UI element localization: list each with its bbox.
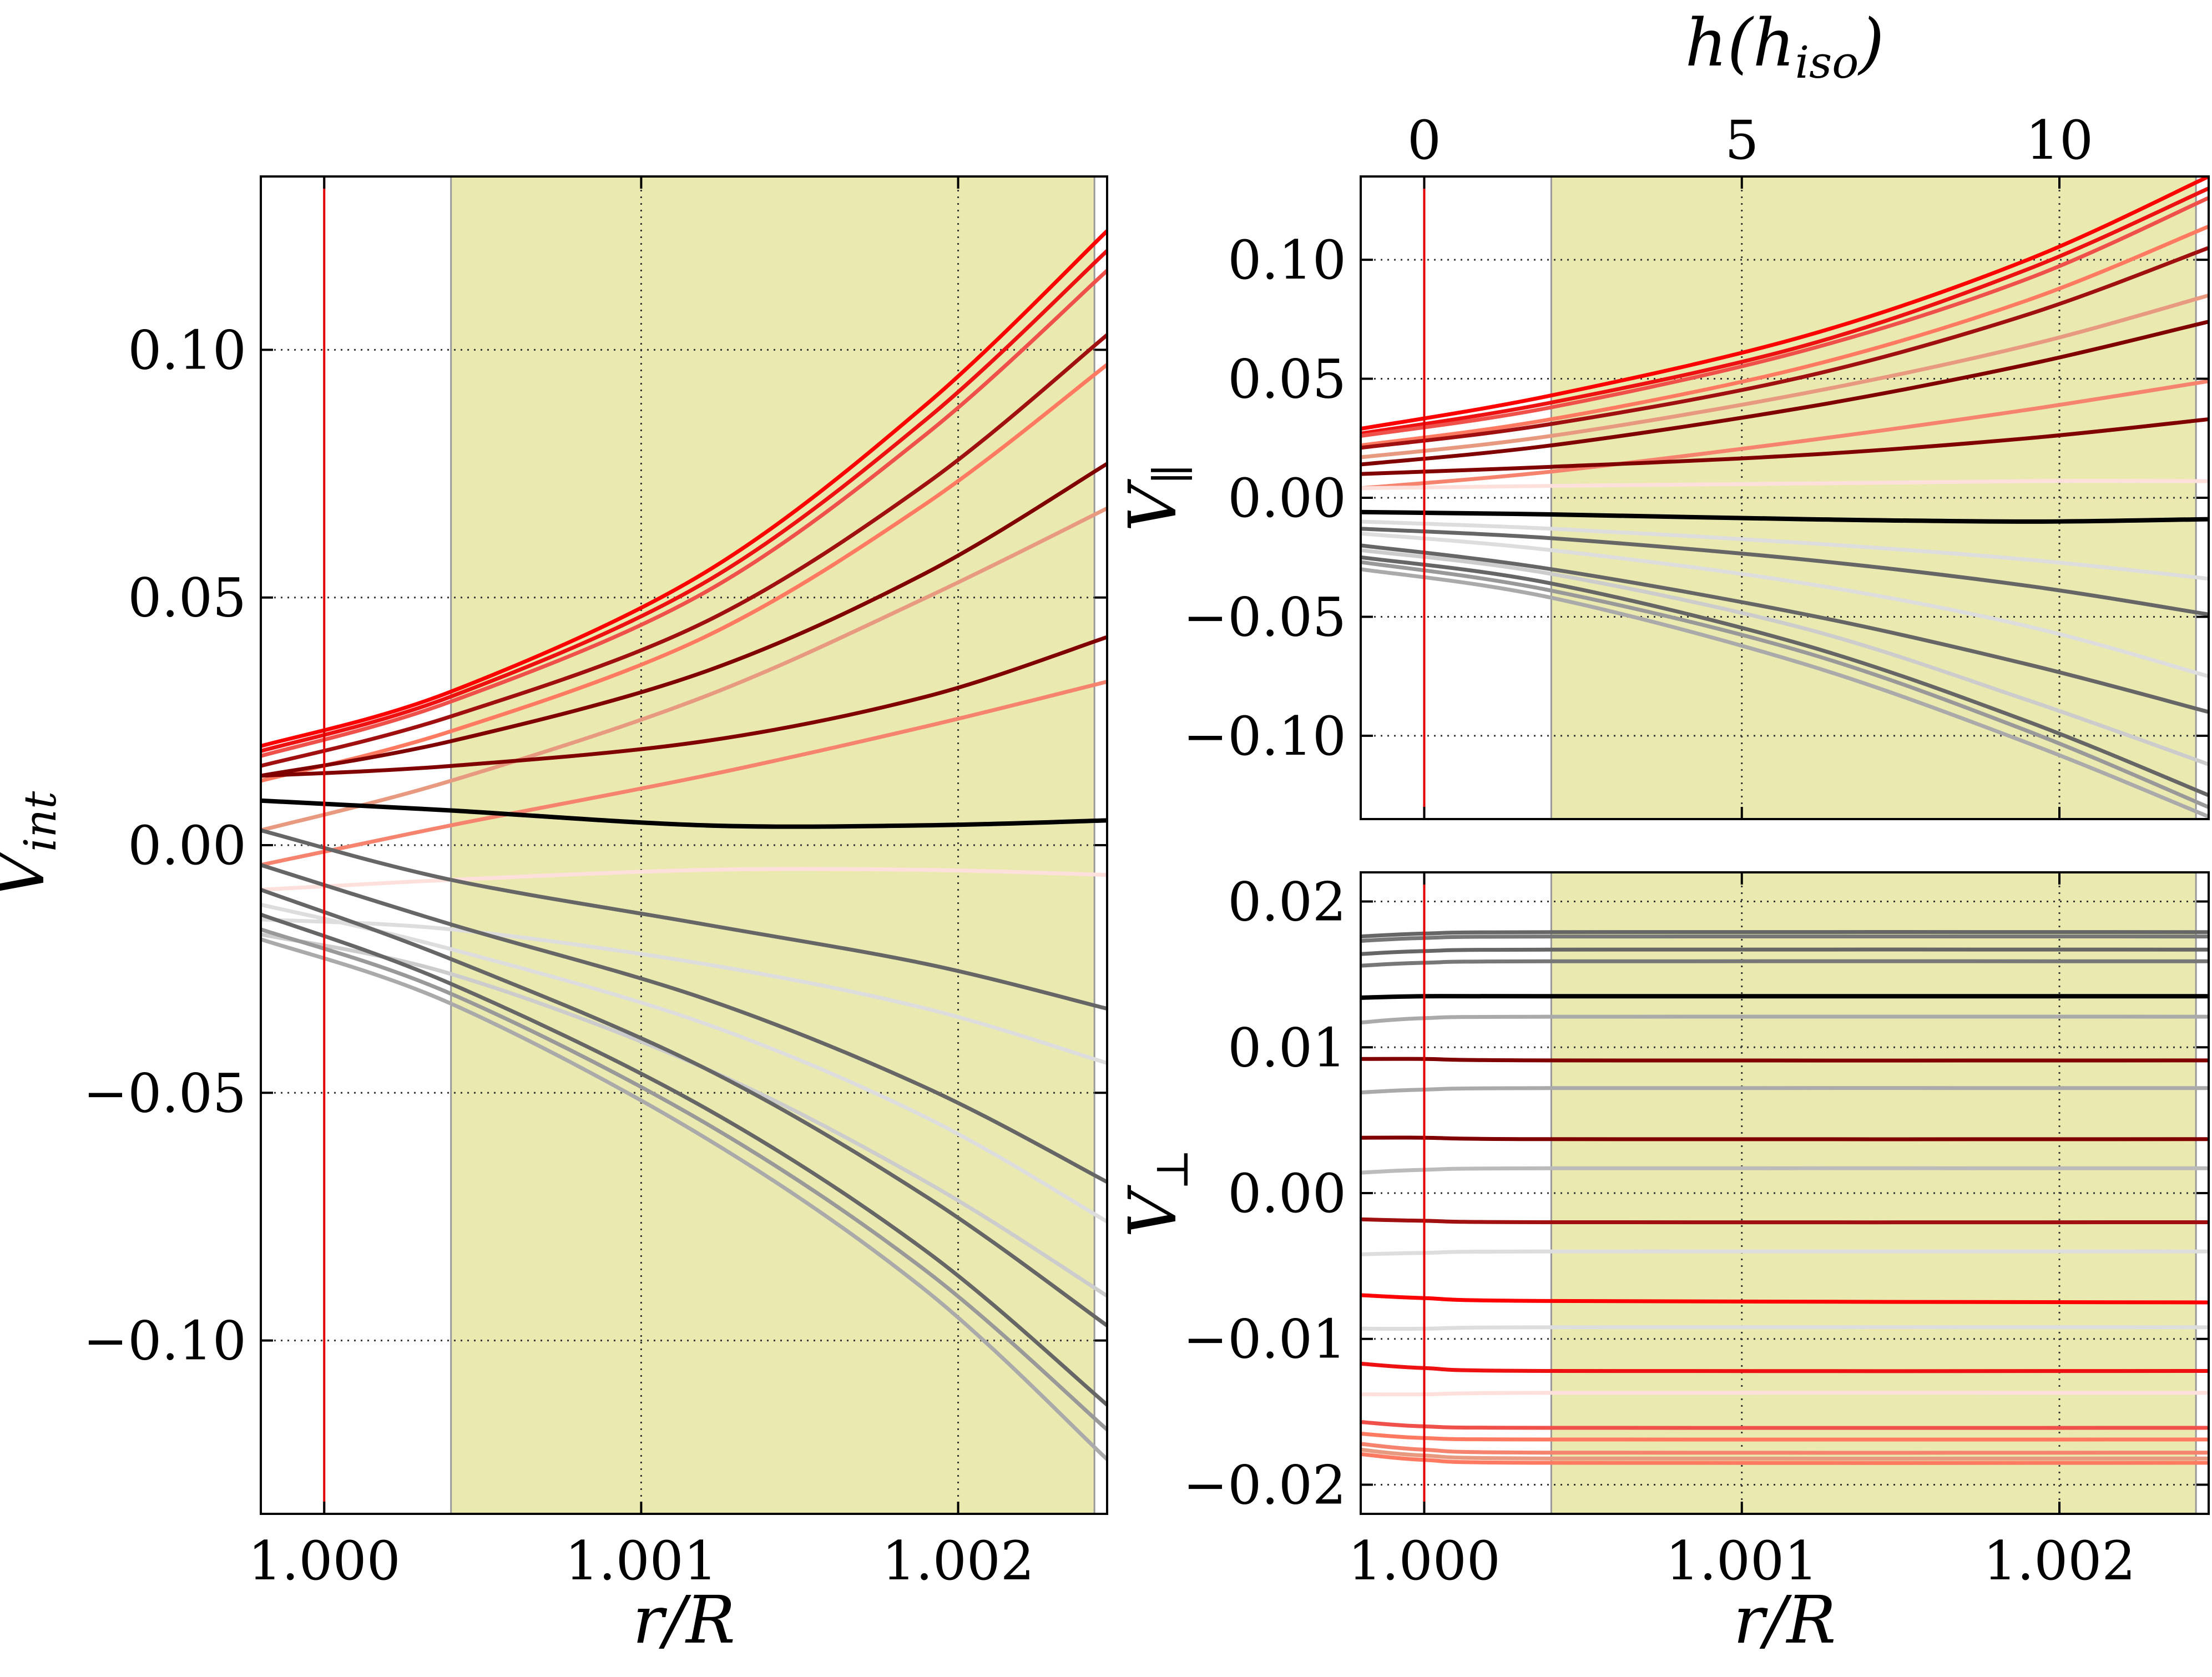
top-x-tick-label: 5 — [1725, 109, 1759, 171]
chart-bottom-right: −0.02 −0.01 0.00 0.01 0.02 1.000 1.001 1.002 V⊥ r… — [1114, 871, 2210, 1658]
y-tick-label: −0.05 — [83, 1062, 246, 1124]
series-line-r1 — [1361, 1057, 2209, 1063]
series-line-r4 — [1361, 224, 2209, 448]
series-line-r10 — [1361, 1452, 2209, 1465]
x-tick-label: 1.002 — [882, 1530, 1034, 1592]
chart-top-right: −0.10 −0.05 0.00 0.05 0.10 0 5 10 V∥ h(hiso) — [1114, 4, 2210, 820]
x-tick-label: 1.000 — [248, 1530, 401, 1592]
series-line-g2 — [1361, 934, 2209, 943]
y-tick-label: 0.05 — [128, 567, 246, 629]
series-line-g4 — [1361, 959, 2209, 968]
y-axis-label: V∥ — [1114, 464, 1198, 532]
y-tick-label: 0.01 — [1228, 1017, 1346, 1079]
series-line-r1 — [1361, 176, 2209, 431]
series-line-p1 — [1361, 1391, 2209, 1397]
series-line-r8 — [261, 635, 1107, 778]
series-line-r8 — [1361, 379, 2209, 491]
series-line-g7 — [1361, 1166, 2209, 1175]
series-line-r6 — [1361, 294, 2209, 459]
y-tick-label: −0.10 — [83, 1310, 246, 1372]
series-line-g4 — [1361, 543, 2209, 714]
series-line-g1 — [1361, 519, 2209, 581]
series-line-r7 — [261, 506, 1107, 832]
series-line-k0 — [261, 798, 1107, 829]
y-tick-label: −0.05 — [1183, 586, 1346, 648]
series-line-r9 — [261, 680, 1107, 867]
x-tick-label: 1.001 — [1665, 1530, 1818, 1592]
series-line-g5 — [1361, 1014, 2209, 1025]
series-group — [1361, 176, 2209, 819]
series-line-r6 — [1361, 1420, 2209, 1430]
series-line-g8 — [1361, 567, 2209, 819]
top-x-axis-label: h(hiso) — [1685, 4, 1885, 88]
series-line-k0 — [1361, 994, 2209, 1000]
series-line-r4 — [261, 333, 1107, 768]
series-line-g3 — [261, 863, 1107, 1184]
series-line-r9 — [1361, 417, 2209, 476]
y-tick-label: 0.02 — [1228, 871, 1346, 933]
series-line-g8 — [261, 927, 1107, 1431]
series-line-r3 — [261, 269, 1107, 758]
series-line-g3 — [1361, 947, 2209, 956]
series-line-p1 — [1361, 479, 2209, 491]
series-line-g7 — [1361, 560, 2209, 809]
y-tick-label: −0.10 — [1183, 705, 1346, 767]
series-line-g2 — [261, 917, 1107, 1065]
x-axis-label: r/R — [633, 1582, 735, 1658]
series-line-r7 — [1361, 320, 2209, 467]
y-tick-label: −0.02 — [1183, 1454, 1346, 1516]
y-axis-label: V⊥ — [1114, 1149, 1198, 1237]
series-line-g8 — [1361, 1249, 2209, 1256]
series-line-r9 — [1361, 1447, 2209, 1461]
y-tick-label: −0.01 — [1183, 1309, 1346, 1371]
y-tick-label: 0.00 — [128, 815, 246, 877]
y-tick-label: 0.05 — [1228, 348, 1346, 411]
series-line-r2 — [1361, 186, 2209, 436]
series-line-g1 — [1361, 930, 2209, 939]
series-line-g2 — [1361, 527, 2209, 617]
top-x-tick-label: 10 — [2026, 109, 2093, 171]
x-tick-label: 1.000 — [1348, 1530, 1501, 1592]
series-line-g6 — [261, 888, 1107, 1327]
series-line-r2 — [1361, 1135, 2209, 1141]
series-line-g5 — [1361, 548, 2209, 766]
series-line-r4 — [1361, 1293, 2209, 1305]
series-line-g1 — [261, 828, 1107, 1011]
x-axis-label: r/R — [1733, 1582, 1836, 1658]
series-group — [261, 229, 1107, 1461]
series-line-g6 — [1361, 555, 2209, 797]
series-line-g6 — [1361, 1086, 2209, 1095]
series-line-r7 — [1361, 1432, 2209, 1442]
series-line-g7 — [261, 912, 1107, 1407]
series-line-k0 — [1361, 509, 2209, 524]
y-axis-label: Vint — [0, 791, 66, 899]
chart-left: −0.10 −0.05 0.00 0.05 0.10 1.000 1.001 1.002 Vin… — [0, 175, 1108, 1658]
series-line-r5 — [1361, 1361, 2209, 1373]
series-line-r8 — [1361, 1442, 2209, 1455]
x-tick-label: 1.001 — [565, 1530, 718, 1592]
series-group — [1361, 930, 2209, 1465]
y-tick-label: 0.10 — [128, 319, 246, 381]
series-line-p1 — [261, 867, 1107, 892]
x-tick-label: 1.002 — [1983, 1530, 2136, 1592]
series-line-g3 — [1361, 531, 2209, 679]
series-line-g9 — [261, 937, 1107, 1461]
series-line-r5 — [261, 363, 1107, 783]
series-line-r1 — [261, 229, 1107, 748]
top-x-tick-label: 0 — [1407, 109, 1441, 171]
series-line-r3 — [1361, 1217, 2209, 1225]
series-line-r3 — [1361, 196, 2209, 438]
series-line-g9 — [1361, 1325, 2209, 1331]
series-line-r2 — [261, 249, 1107, 753]
series-line-r5 — [1361, 246, 2209, 450]
y-tick-label: 0.00 — [1228, 1163, 1346, 1225]
y-tick-label: 0.10 — [1228, 229, 1346, 291]
series-line-g4 — [261, 902, 1107, 1224]
y-tick-label: 0.00 — [1228, 467, 1346, 529]
series-line-r6 — [261, 462, 1107, 778]
